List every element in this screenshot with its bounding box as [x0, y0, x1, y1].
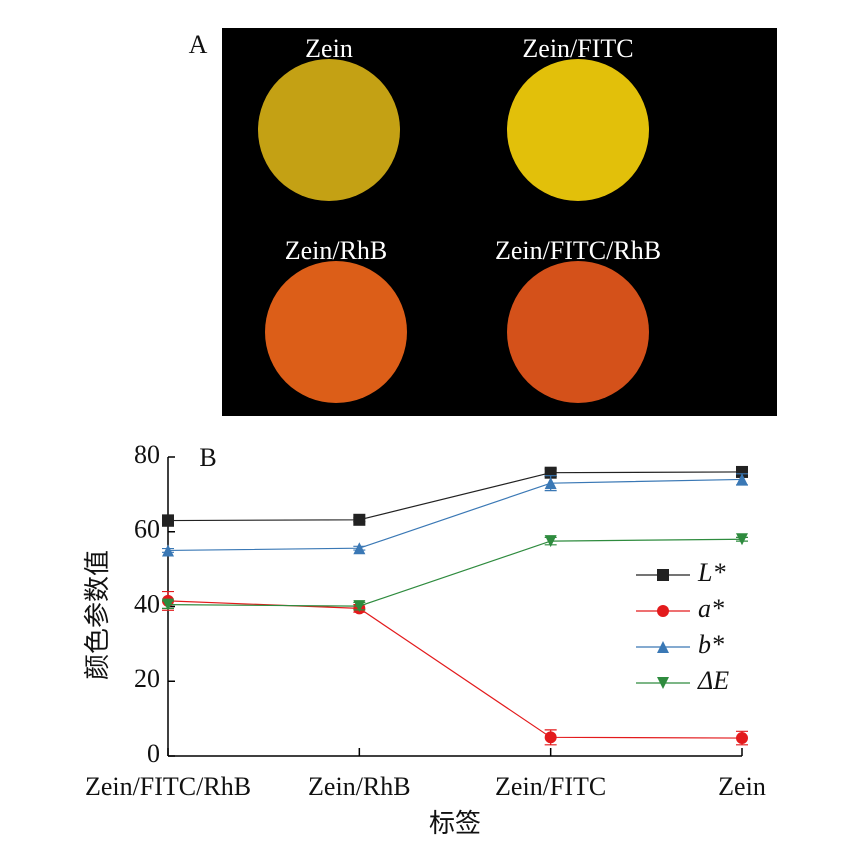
legend-label: ΔE [697, 666, 729, 695]
sample-disc [265, 261, 407, 403]
sample-label: Zein/FITC [522, 34, 633, 63]
x-axis-label: 标签 [429, 809, 481, 838]
x-tick-label: Zein [718, 772, 766, 801]
y-tick-label: 60 [134, 515, 160, 544]
sample-disc [258, 59, 400, 201]
panel-label: A [189, 30, 208, 59]
data-point [162, 598, 174, 611]
series-line [167, 478, 743, 552]
data-point [544, 477, 557, 490]
sample-disc [507, 59, 649, 201]
legend-marker [657, 569, 669, 581]
data-point [736, 473, 748, 486]
data-point [353, 600, 366, 613]
data-point [544, 535, 557, 548]
data-point [544, 731, 557, 744]
sample-label: Zein/RhB [285, 236, 388, 265]
legend-marker [657, 641, 669, 653]
data-point [162, 544, 174, 557]
series-line [167, 471, 743, 522]
panel-label: B [199, 443, 216, 472]
legend-label: a* [698, 594, 724, 623]
legend-marker [657, 605, 669, 617]
series-line [167, 538, 743, 607]
legend-marker [657, 677, 669, 689]
data-point [353, 542, 366, 555]
data-point [353, 513, 366, 526]
data-point [162, 514, 174, 527]
data-point [736, 533, 748, 546]
data-point [736, 465, 748, 478]
y-axis-label: 颜色参数值 [83, 550, 112, 680]
series-line [167, 600, 743, 739]
legend-label: b* [698, 630, 724, 659]
legend-label: L* [697, 558, 725, 587]
y-tick-label: 40 [134, 589, 160, 618]
data-point [736, 732, 748, 745]
x-tick-label: Zein/RhB [308, 772, 411, 801]
sample-label: Zein/FITC/RhB [495, 236, 661, 265]
sample-label: Zein [305, 34, 353, 63]
y-tick-label: 0 [147, 739, 160, 768]
y-tick-label: 20 [134, 664, 160, 693]
sample-disc [507, 261, 649, 403]
x-tick-label: Zein/FITC/RhB [85, 772, 251, 801]
x-tick-label: Zein/FITC [495, 772, 606, 801]
y-tick-label: 80 [134, 440, 160, 469]
